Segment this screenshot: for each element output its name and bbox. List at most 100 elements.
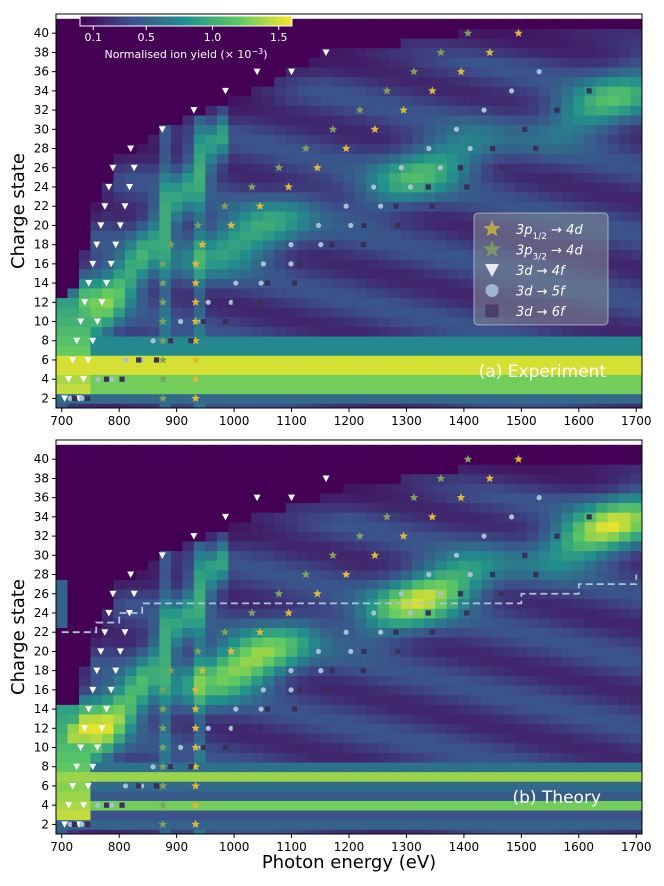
heatmap-cell [527,617,540,628]
heatmap-cell [458,512,471,523]
heatmap-cell [285,550,298,561]
heatmap-cell [343,143,356,154]
heatmap-cell [228,761,241,773]
heatmap-cell [216,114,229,126]
heatmap-cell [423,211,436,222]
heatmap-cell [515,713,528,725]
heatmap-cell [538,694,551,705]
heatmap-cell [124,617,138,628]
heatmap-cell [101,86,115,97]
heatmap-cell [527,761,540,773]
heatmap-cell [435,114,448,126]
heatmap-cell [147,345,161,356]
heatmap-cell [435,637,448,648]
heatmap-cell [297,287,310,299]
y-tick-label: 36 [34,65,49,79]
heatmap-cell [182,704,195,715]
marker-3d-5f [348,222,354,229]
heatmap-cell [170,713,183,725]
heatmap-cell [159,211,172,222]
heatmap-cell [561,38,574,49]
heatmap-cell [297,723,310,734]
heatmap-cell [458,637,471,648]
heatmap-cell [561,761,574,773]
heatmap-cell [228,752,241,763]
heatmap-cell [619,771,632,782]
heatmap-cell [331,403,344,408]
heatmap-cell [113,307,126,318]
heatmap-cell [193,28,206,39]
heatmap-cell [147,704,161,715]
heatmap-cell [182,617,195,628]
heatmap-cell [182,646,195,657]
heatmap-cell [596,335,609,347]
heatmap-cell [216,444,229,456]
heatmap-cell [113,239,126,251]
heatmap-cell [607,752,620,763]
heatmap-cell [377,76,390,87]
heatmap-cell [481,829,494,834]
heatmap-cell [584,105,597,116]
heatmap-cell [251,383,264,395]
heatmap-cell [435,627,448,638]
heatmap-cell [596,560,609,571]
heatmap-cell [159,297,172,308]
heatmap-cell [596,540,609,552]
heatmap-cell [274,675,287,686]
heatmap-cell [101,742,115,753]
marker-3d-4f [105,183,113,191]
heatmap-cell [239,355,252,366]
heatmap-cell [193,560,206,571]
heatmap-cell [573,364,586,375]
heatmap-cell [308,403,321,408]
heatmap-cell [320,335,333,347]
heatmap-cell [538,403,551,408]
marker-3d-4f [107,260,115,268]
heatmap-cell [469,28,482,39]
heatmap-cell [331,550,344,561]
marker-3d-6f [464,610,470,616]
heatmap-cell [124,512,138,523]
heatmap-cell [320,752,333,763]
heatmap-cell [343,172,356,183]
heatmap-cell [412,47,425,58]
heatmap-cell [377,220,390,231]
heatmap-cell [630,297,642,308]
heatmap-cell [630,153,642,164]
heatmap-cell [366,211,379,222]
heatmap-cell [596,637,609,648]
heatmap-cell [492,18,505,30]
heatmap-cell [435,502,448,513]
heatmap-cell [239,403,252,408]
heatmap-cell [90,38,103,49]
heatmap-cell [446,675,459,686]
heatmap-cell [193,454,206,465]
heatmap-cell [182,278,195,289]
heatmap-cell [435,761,448,773]
heatmap-cell [90,492,103,504]
heatmap-cell [170,809,183,821]
heatmap-cell [101,105,115,116]
heatmap-cell [584,569,597,580]
heatmap-cell [619,345,632,356]
heatmap-cell [228,675,241,686]
heatmap-cell [170,76,183,87]
heatmap-cell [538,617,551,628]
heatmap-cell [527,598,540,609]
heatmap-cell [182,502,195,513]
heatmap-cell [366,752,379,763]
heatmap-cell [308,512,321,523]
heatmap-cell [113,771,126,782]
heatmap-cell [492,531,505,542]
heatmap-cell [573,393,586,404]
heatmap-cell [446,182,459,193]
marker-3d-5f [150,338,156,344]
heatmap-cell [492,809,505,821]
heatmap-cell [113,66,126,78]
heatmap-cell [170,492,183,504]
heatmap-cell [607,512,620,523]
heatmap-cell [182,771,195,782]
marker-3d-6f [291,706,298,712]
heatmap-cell [400,345,413,356]
heatmap-cell [136,704,149,715]
